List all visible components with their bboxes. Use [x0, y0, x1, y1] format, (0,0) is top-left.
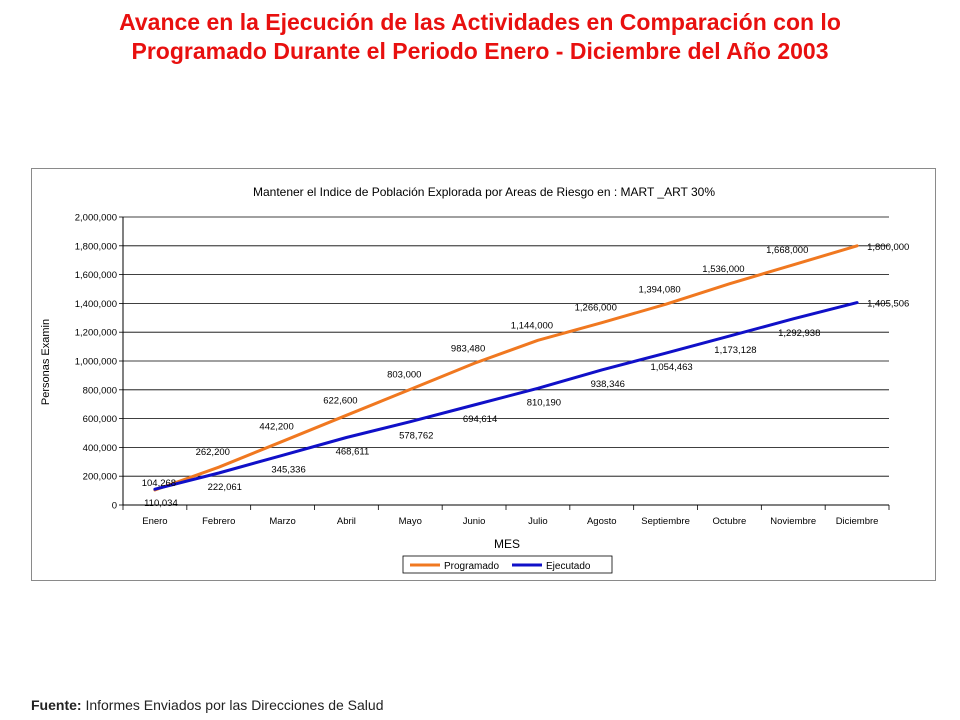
- legend-label-ejecutado: Ejecutado: [546, 561, 591, 572]
- y-tick-label: 400,000: [83, 443, 117, 454]
- data-label-ejecutado: 938,346: [591, 379, 625, 390]
- data-point: [473, 362, 475, 365]
- data-point: [217, 472, 220, 474]
- title-line-1: Avance en la Ejecución de las Actividade…: [119, 9, 841, 35]
- x-tick-label: Febrero: [202, 516, 235, 527]
- y-tick-label: 800,000: [83, 385, 117, 396]
- y-tick-label: 1,400,000: [75, 299, 117, 310]
- data-label-ejecutado: 1,054,463: [650, 362, 692, 373]
- data-label-ejecutado: 1,173,128: [714, 345, 756, 356]
- data-label-programado: 262,200: [196, 447, 230, 458]
- data-label-ejecutado: 1,405,506: [867, 299, 909, 310]
- data-label-programado: 442,200: [259, 421, 293, 432]
- data-point: [792, 263, 795, 266]
- data-point: [856, 244, 858, 247]
- title-line-2: Programado Durante el Periodo Enero - Di…: [131, 38, 829, 64]
- data-label-ejecutado: 1,292,938: [778, 328, 820, 339]
- data-point: [473, 404, 475, 406]
- x-tick-label: Mayo: [399, 516, 422, 527]
- x-tick-label: Abril: [337, 516, 356, 527]
- data-label-programado: 1,800,000: [867, 242, 909, 253]
- data-label-programado: 104,268: [142, 478, 176, 489]
- data-label-programado: 1,536,000: [702, 264, 744, 275]
- y-tick-label: 2,000,000: [75, 213, 117, 224]
- data-label-ejecutado: 222,061: [208, 482, 242, 493]
- chart-title: Mantener el Indice de Población Explorad…: [253, 185, 715, 199]
- x-tick-label: Enero: [142, 516, 167, 527]
- y-tick-label: 600,000: [83, 414, 117, 425]
- data-label-ejecutado: 810,190: [527, 397, 561, 408]
- data-point: [281, 440, 284, 443]
- y-tick-label: 200,000: [83, 472, 117, 483]
- x-tick-label: Julio: [528, 516, 548, 527]
- data-point: [664, 303, 667, 306]
- data-point: [856, 301, 858, 304]
- data-label-ejecutado: 468,611: [336, 447, 370, 458]
- x-axis-label: MES: [494, 537, 520, 551]
- slide-title: Avance en la Ejecución de las Actividade…: [40, 8, 920, 66]
- data-point: [728, 282, 731, 285]
- data-point: [792, 317, 795, 320]
- legend-box: [402, 555, 613, 574]
- x-tick-label: Junio: [463, 516, 486, 527]
- data-point: [217, 466, 220, 469]
- legend-label-programado: Programado: [444, 561, 499, 572]
- x-tick-label: Diciembre: [836, 516, 879, 527]
- data-point: [409, 420, 412, 423]
- data-label-ejecutado: 110,034: [144, 498, 178, 509]
- data-point: [537, 387, 539, 390]
- y-tick-label: 1,200,000: [75, 328, 117, 339]
- data-point: [600, 368, 603, 371]
- data-point: [600, 321, 603, 324]
- data-point: [154, 488, 156, 491]
- data-point: [728, 335, 731, 337]
- y-axis-label: Personas Examin: [40, 319, 52, 405]
- data-label-ejecutado: 578,762: [399, 431, 433, 442]
- data-point: [281, 454, 284, 457]
- data-point: [409, 388, 412, 391]
- x-tick-label: Octubre: [713, 516, 747, 527]
- data-point: [345, 436, 348, 439]
- y-tick-label: 1,000,000: [75, 357, 117, 368]
- data-label-programado: 1,266,000: [575, 303, 617, 314]
- series-lines: [153, 244, 859, 492]
- data-point: [537, 339, 539, 342]
- y-tick-label: 1,600,000: [75, 270, 117, 281]
- series-line-programado: [153, 244, 859, 492]
- data-label-ejecutado: 345,336: [271, 464, 305, 475]
- source-footer: Fuente: Informes Enviados por las Direcc…: [31, 697, 384, 713]
- data-point: [664, 352, 667, 355]
- x-tick-label: Agosto: [587, 516, 617, 527]
- chart-area: [31, 168, 936, 581]
- data-label-programado: 1,144,000: [511, 320, 553, 331]
- footer-text: Informes Enviados por las Direcciones de…: [85, 697, 384, 713]
- gridlines: [123, 216, 889, 506]
- data-label-programado: 983,480: [451, 343, 485, 354]
- data-label-programado: 1,668,000: [766, 245, 808, 256]
- data-label-programado: 622,600: [323, 395, 357, 406]
- data-label-programado: 803,000: [387, 369, 421, 380]
- x-tick-label: Marzo: [269, 516, 295, 527]
- legend: Programado Ejecutado: [402, 555, 613, 574]
- x-tick-label: Septiembre: [641, 516, 690, 527]
- data-label-programado: 1,394,080: [638, 284, 680, 295]
- series-line-ejecutado: [153, 301, 859, 491]
- data-point: [345, 414, 348, 417]
- y-tick-label: 1,800,000: [75, 241, 117, 252]
- data-labels: 104,268 262,200 442,200 622,600 803,000 983,4…: [142, 242, 910, 509]
- x-tick-label: Noviembre: [770, 516, 816, 527]
- axes: 0 200,000 400,000 600,000 800,000 1,000,000 1,…: [75, 213, 890, 527]
- y-tick-label: 0: [112, 501, 117, 512]
- footer-label: Fuente:: [31, 697, 82, 713]
- data-label-ejecutado: 694,614: [463, 414, 497, 425]
